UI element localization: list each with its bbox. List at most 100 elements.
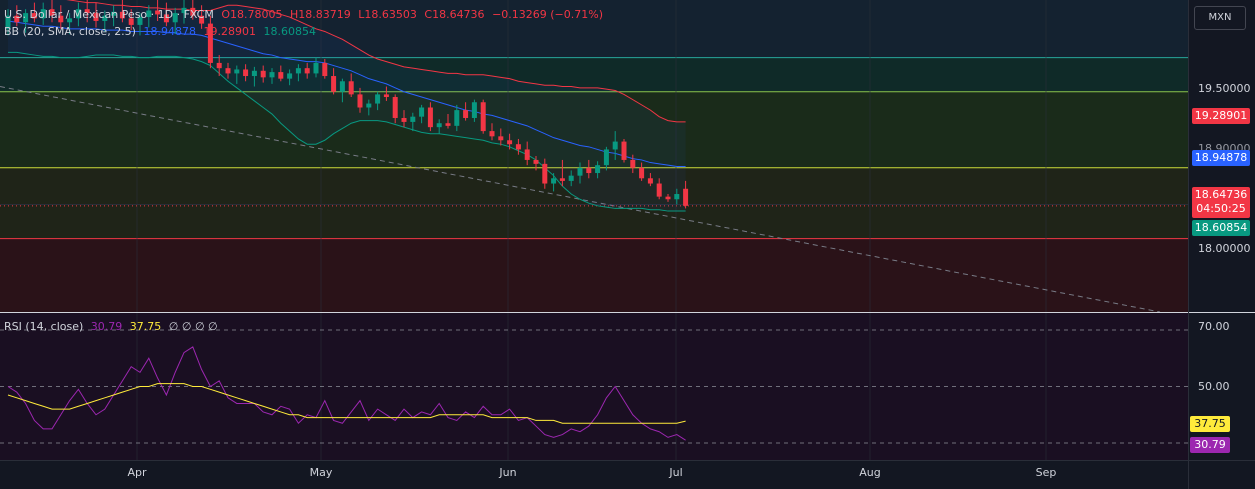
bb-lower-value: 18.60854: [263, 25, 316, 38]
candle-body: [128, 18, 134, 25]
last-price-label: 18.64736 04:50:25: [1192, 187, 1250, 218]
candle-body: [401, 117, 407, 122]
bb-upper-value: 19.28901: [203, 25, 256, 38]
candle-body: [84, 9, 90, 14]
candle-body: [357, 94, 363, 108]
candle-body: [216, 62, 222, 69]
symbol-name[interactable]: U.S. Dollar / Mexican Peso · 1D · FXCM: [4, 8, 214, 21]
candle-body: [190, 7, 196, 16]
candle-body: [471, 102, 477, 118]
candle-body: [348, 81, 354, 95]
candle-body: [75, 9, 81, 19]
bar-countdown: 04:50:25: [1196, 202, 1246, 215]
candle-body: [410, 116, 416, 122]
candle-body: [480, 102, 486, 132]
candle-body: [31, 13, 37, 19]
candle-body: [621, 141, 627, 160]
candle-body: [313, 62, 319, 74]
time-tick: May: [309, 466, 333, 479]
candle-body: [102, 15, 108, 21]
candle-body: [23, 13, 29, 23]
zone-top: [0, 0, 1188, 58]
open-value: O18.78005: [221, 8, 283, 21]
symbol-legend: U.S. Dollar / Mexican Peso · 1D · FXCM O…: [4, 8, 607, 22]
last-price-value: 18.64736: [1194, 188, 1248, 201]
candle-body: [146, 10, 152, 18]
candle-body: [683, 188, 689, 206]
bb-basis-line: [7, 20, 686, 167]
candle-body: [647, 178, 653, 184]
candle-body: [436, 123, 442, 128]
currency-button[interactable]: MXN: [1194, 6, 1246, 30]
candle-body: [163, 14, 169, 23]
candle-body: [269, 72, 275, 78]
rsi-legend[interactable]: RSI (14, close) 30.79 37.75 ∅ ∅ ∅ ∅: [4, 320, 222, 334]
candle-body: [639, 167, 645, 179]
bb-upper-price-label: 19.28901: [1192, 108, 1250, 124]
candle-body: [49, 9, 55, 16]
candle-body: [111, 11, 117, 16]
candle-body: [93, 13, 99, 21]
candle-body: [243, 69, 249, 77]
candle-body: [568, 175, 574, 181]
candle-body: [14, 15, 20, 23]
bb-upper-line: [66, 0, 686, 123]
candle-body: [427, 107, 433, 128]
zone-green: [0, 91, 1188, 168]
price-axis-bg: [1188, 0, 1255, 489]
candle-body: [278, 72, 284, 79]
rsi-ma-label: 37.75: [1190, 416, 1230, 432]
candle-body: [304, 68, 310, 74]
time-tick: Aug: [859, 466, 881, 479]
candle-body: [172, 13, 178, 23]
candle-body: [225, 68, 231, 74]
candle-body: [119, 11, 125, 19]
candle-body: [507, 140, 513, 145]
candle-body: [559, 178, 565, 181]
candle-body: [454, 110, 460, 126]
zone-neutral: [0, 167, 1188, 239]
candle-body: [392, 97, 398, 118]
candle-body: [603, 149, 609, 166]
candle-body: [5, 15, 11, 29]
bb-label: BB (20, SMA, close, 2.5): [4, 25, 136, 38]
bb-legend[interactable]: BB (20, SMA, close, 2.5) 18.94878 19.289…: [4, 25, 320, 39]
price-tick: 18.00000: [1198, 242, 1251, 255]
candle-body: [251, 70, 257, 77]
rsi-ma-line: [7, 383, 686, 424]
candle-body: [58, 15, 64, 23]
high-value: H18.83719: [290, 8, 351, 21]
rsi-tick: 70.00: [1198, 320, 1230, 333]
candle-body: [674, 194, 680, 200]
candle-body: [234, 69, 240, 74]
candle-body: [67, 18, 73, 23]
candle-body: [630, 159, 636, 168]
time-tick: Jul: [669, 466, 683, 479]
bb-lower-price-label: 18.60854: [1192, 220, 1250, 236]
rsi-label: RSI (14, close): [4, 320, 84, 333]
candle-body: [515, 144, 521, 150]
candle-body: [375, 94, 381, 104]
time-tick: Sep: [1035, 466, 1057, 479]
low-value: L18.63503: [358, 8, 417, 21]
candle-body: [287, 73, 293, 79]
bb-fill: [8, 0, 686, 212]
candle-body: [137, 17, 143, 25]
rsi-value: 30.79: [90, 320, 123, 333]
bb-basis-price-label: 18.94878: [1192, 150, 1250, 166]
time-axis-bg: [0, 460, 1255, 489]
trend-line: [0, 86, 1161, 313]
candle-body: [419, 107, 425, 117]
zone-red: [0, 238, 1188, 312]
candle-body: [498, 136, 504, 141]
candle-body: [595, 165, 601, 174]
candle-body: [612, 141, 618, 150]
candle-body: [260, 70, 266, 78]
bb-basis-value: 18.94878: [143, 25, 196, 38]
candle-body: [463, 110, 469, 118]
candle-body: [551, 178, 557, 184]
candle-body: [322, 62, 328, 77]
candle-body: [656, 183, 662, 197]
candle-body: [665, 196, 671, 200]
